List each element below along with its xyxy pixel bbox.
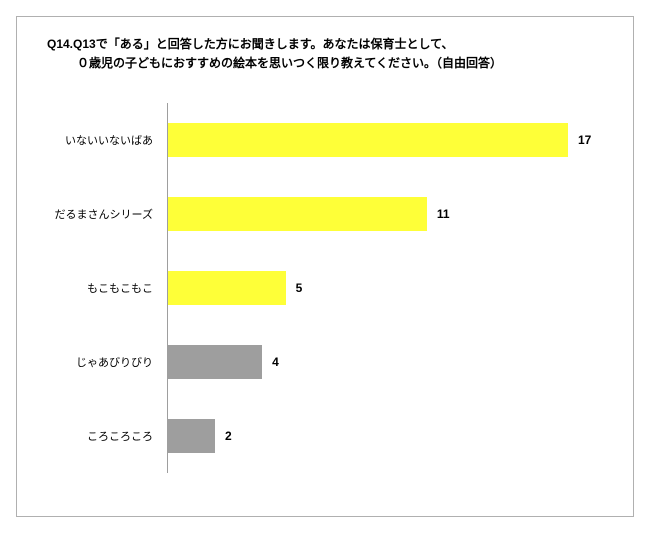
bar-label: いないいないばあ — [47, 132, 159, 148]
bar-value: 11 — [437, 207, 450, 221]
bar-value: 5 — [296, 281, 303, 295]
bar-label: もこもこもこ — [47, 280, 159, 296]
chart-container: Q14.Q13で「ある」と回答した方にお聞きします。あなたは保育士として、 ０歳… — [16, 16, 634, 517]
bar-row: じゃあびりびり 4 — [167, 325, 603, 399]
bar-value: 4 — [272, 355, 279, 369]
chart-title: Q14.Q13で「ある」と回答した方にお聞きします。あなたは保育士として、 ０歳… — [47, 35, 603, 73]
bar-row: いないいないばあ 17 — [167, 103, 603, 177]
bar: 17 — [168, 123, 568, 157]
bar: 4 — [168, 345, 262, 379]
bar-row: もこもこもこ 5 — [167, 251, 603, 325]
bar-row: ころころころ 2 — [167, 399, 603, 473]
bar-label: じゃあびりびり — [47, 354, 159, 370]
chart-title-line1: Q14.Q13で「ある」と回答した方にお聞きします。あなたは保育士として、 — [47, 37, 454, 51]
bar-label: ころころころ — [47, 428, 159, 444]
chart-title-line2: ０歳児の子どもにおすすめの絵本を思いつく限り教えてください。（自由回答） — [47, 54, 603, 73]
bar-value: 17 — [578, 133, 591, 147]
bar: 5 — [168, 271, 286, 305]
bar-value: 2 — [225, 429, 232, 443]
bar-row: だるまさんシリーズ 11 — [167, 177, 603, 251]
bar: 2 — [168, 419, 215, 453]
plot-area: いないいないばあ 17 だるまさんシリーズ 11 もこもこもこ 5 じゃあびりび… — [47, 103, 603, 473]
bar: 11 — [168, 197, 427, 231]
bar-label: だるまさんシリーズ — [47, 206, 159, 222]
